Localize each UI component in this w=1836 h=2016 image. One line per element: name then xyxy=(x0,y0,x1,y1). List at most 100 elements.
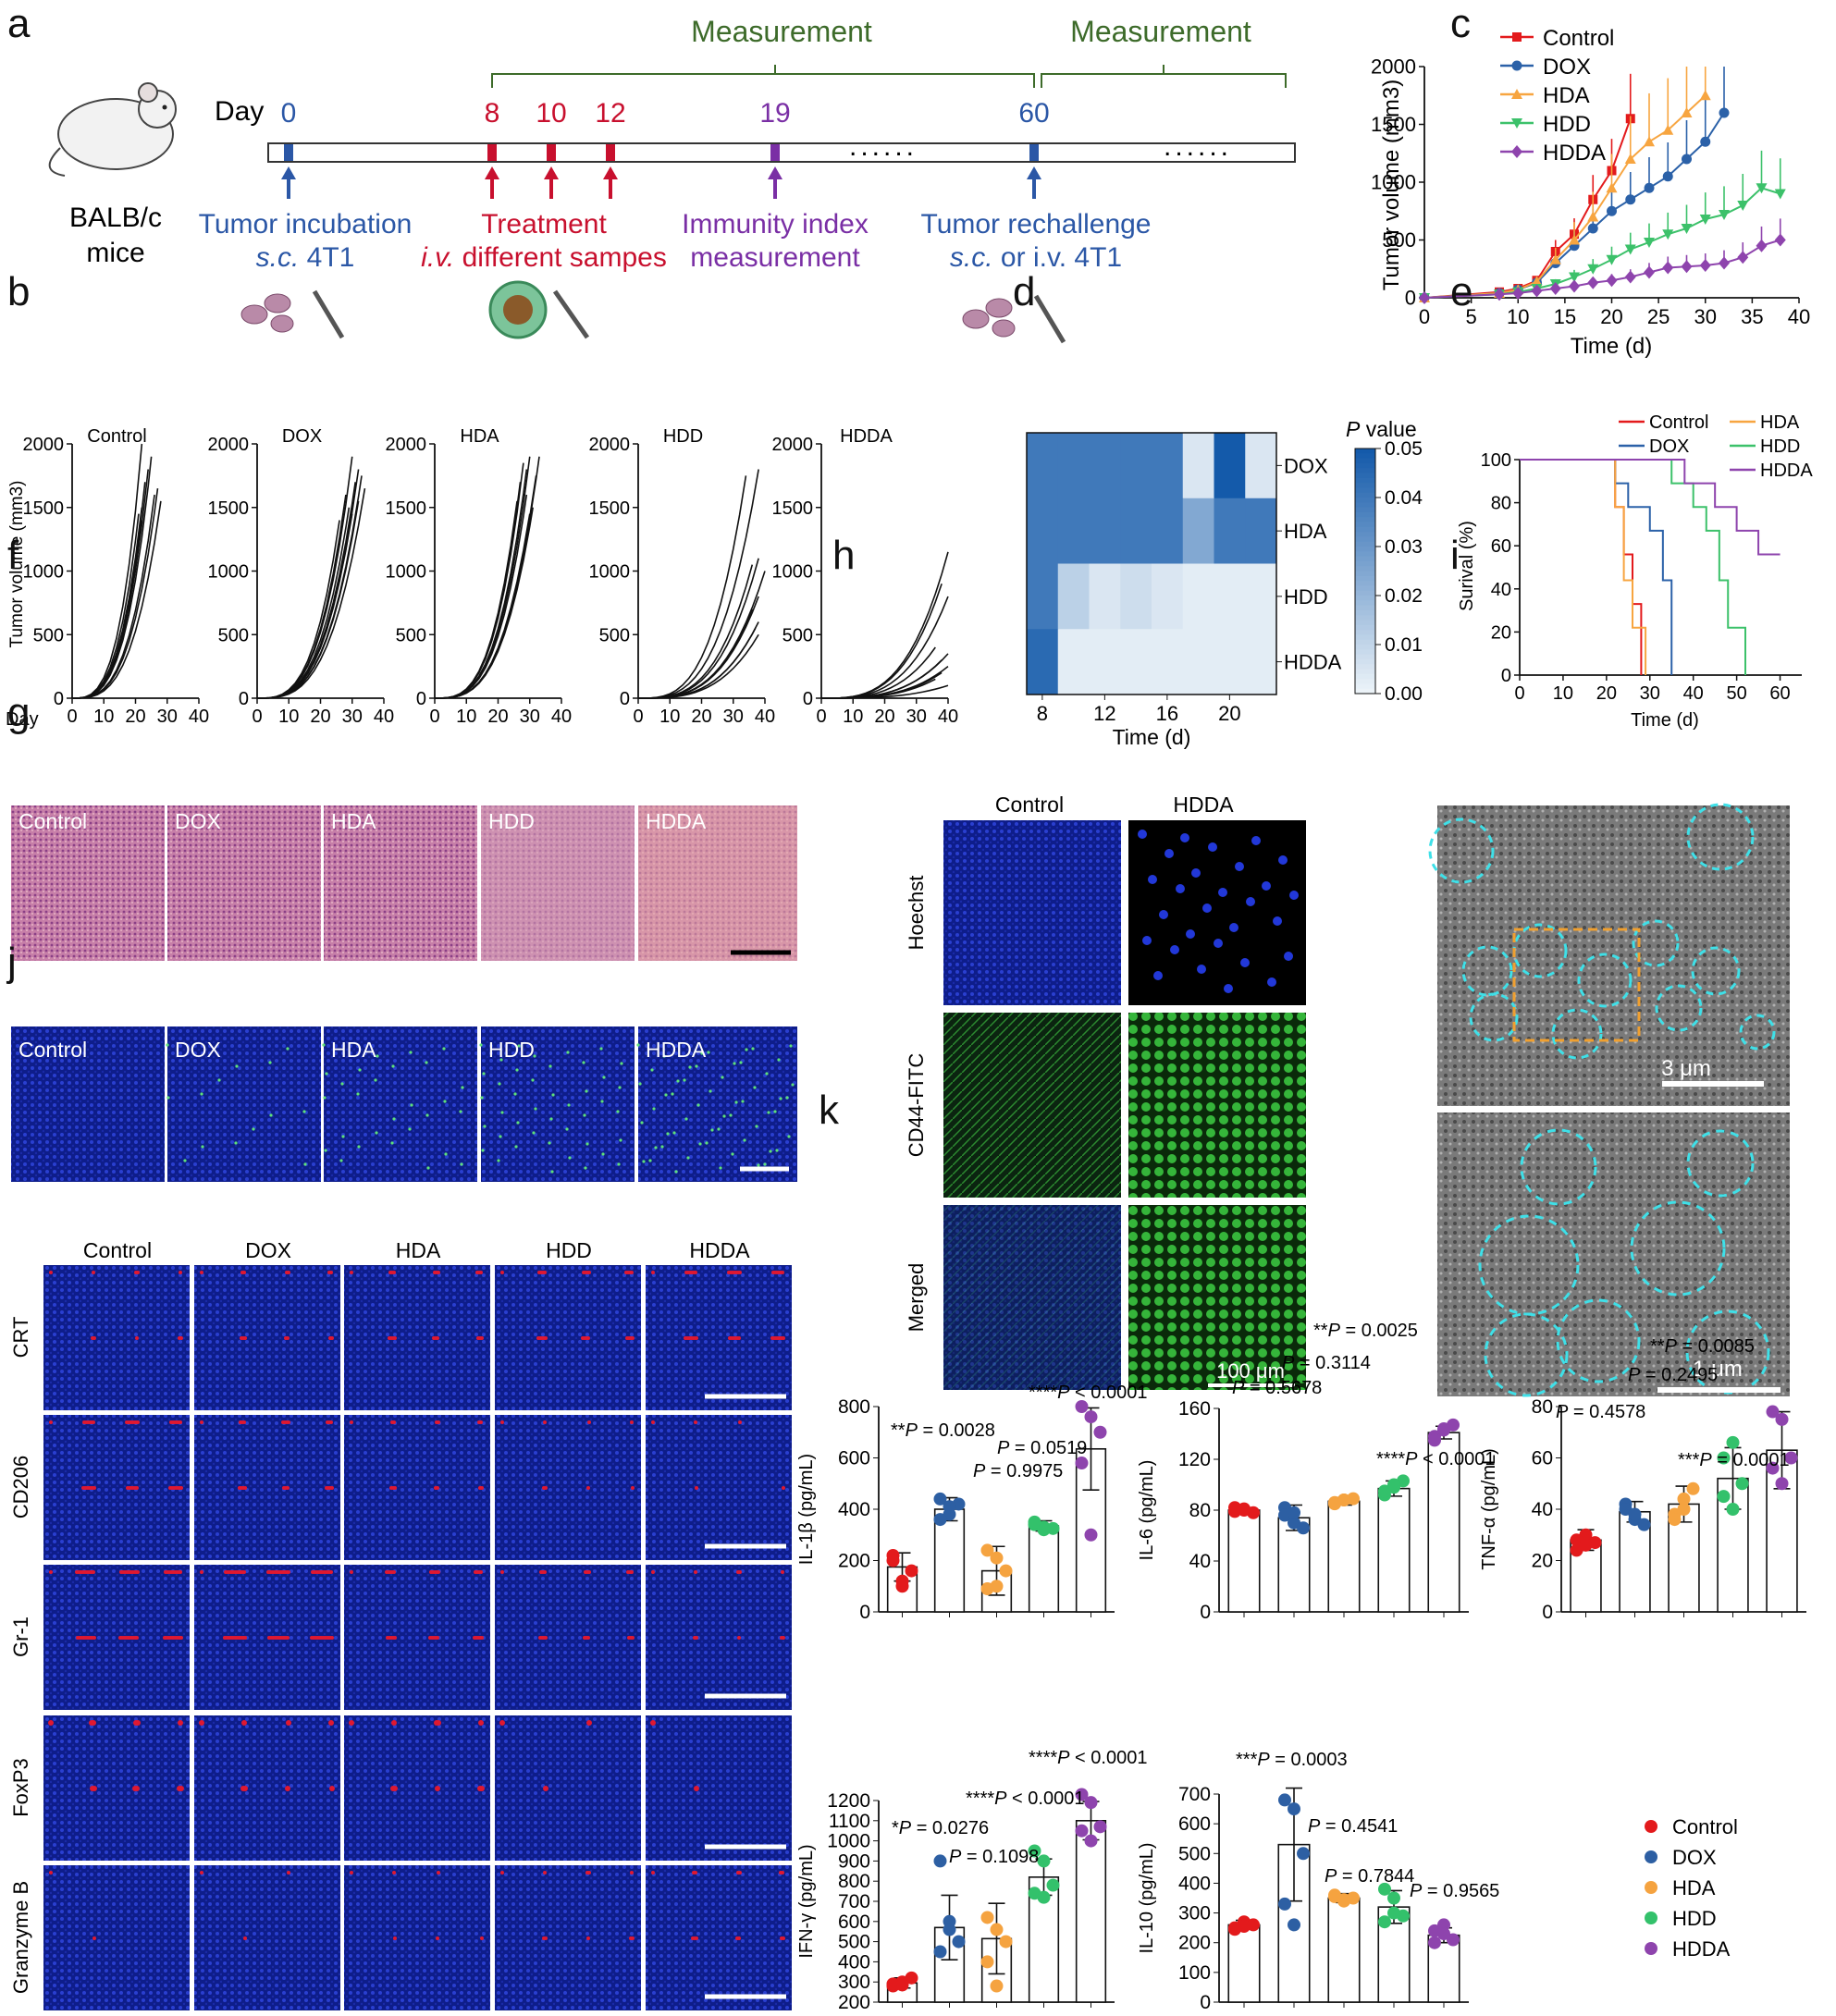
red-dot xyxy=(310,1636,314,1640)
h-row-hoechst: Hoechst xyxy=(905,876,928,951)
green-dot xyxy=(392,1117,396,1121)
arrow-head-icon xyxy=(485,166,499,179)
x-tick-label: 30 xyxy=(723,707,744,727)
red-dot xyxy=(695,1486,698,1490)
panel-label-e: e xyxy=(1450,269,1472,314)
data-point xyxy=(1682,154,1692,165)
red-dot xyxy=(477,1420,481,1424)
k-legend-hdd: HDD xyxy=(1672,1907,1717,1930)
tumor-curve xyxy=(71,507,143,699)
cb-title-rest: value xyxy=(1360,417,1416,441)
tumor-curve xyxy=(637,475,747,699)
red-dot xyxy=(82,1420,86,1424)
c-ylabel-text: Tumor volume (mm3) xyxy=(1379,80,1404,290)
p-value-annotation: ****P < 0.0001 xyxy=(966,1789,1084,1809)
green-dot xyxy=(652,1107,656,1111)
data-point xyxy=(1700,136,1711,147)
red-dot xyxy=(436,1936,439,1940)
green-dot xyxy=(674,1170,678,1174)
green-dot xyxy=(584,1166,587,1170)
green-dot xyxy=(517,1044,521,1048)
y-tick-label: 2000 xyxy=(772,435,814,455)
data-point-hdda xyxy=(1084,1410,1098,1424)
y-tick-label: 1000 xyxy=(589,562,631,583)
red-dot xyxy=(266,1570,270,1574)
p-value-annotation: ***P = 0.0003 xyxy=(1236,1750,1348,1770)
colorbar-step xyxy=(1355,487,1375,494)
stars: **** xyxy=(966,1789,994,1809)
mice-label-1: BALB/c xyxy=(69,203,162,233)
green-dot xyxy=(217,1078,221,1082)
red-dot xyxy=(350,1420,353,1424)
data-point-hda xyxy=(990,1979,1004,1993)
x-tick-label: 30 xyxy=(1694,305,1717,328)
heat-cell xyxy=(1027,498,1059,564)
data-point-dox xyxy=(1288,1506,1300,1519)
data-point xyxy=(1681,107,1693,117)
y-tick-label: 1000 xyxy=(827,1831,870,1852)
legend-marker-control xyxy=(1645,1820,1657,1833)
x-tick-label: 35 xyxy=(1741,305,1763,328)
data-point-hdda xyxy=(1775,1412,1789,1426)
day-marker-60 xyxy=(1029,144,1039,161)
k-ylabel: IL-10 (pg/mL) xyxy=(1137,1842,1157,1953)
y-tick-label: 300 xyxy=(838,1972,870,1993)
colorbar-step xyxy=(1355,609,1375,616)
red-dot xyxy=(132,1786,138,1791)
f-label-dox: DOX xyxy=(175,809,221,833)
colorbar-step xyxy=(1355,462,1375,469)
rest: = 0.0519 xyxy=(1009,1438,1087,1458)
data-point-hdda xyxy=(1093,1425,1107,1439)
red-dot xyxy=(350,1271,353,1274)
p-value-annotation: ****P < 0.0001 xyxy=(1376,1449,1495,1469)
nucleus-dot xyxy=(1176,884,1185,893)
red-dot xyxy=(474,1570,477,1574)
bar-hdd xyxy=(1377,1487,1411,1613)
red-dot xyxy=(311,1570,314,1574)
j-image-granzyme-b-4 xyxy=(646,1865,792,2010)
green-dot xyxy=(376,1054,379,1058)
bracket-2 xyxy=(1041,73,1287,88)
red-dot xyxy=(388,1271,392,1274)
colorbar-step xyxy=(1355,615,1375,621)
green-dot xyxy=(599,1047,603,1051)
heat-cell xyxy=(1057,629,1090,695)
nucleus-dot xyxy=(1148,875,1157,884)
red-dot xyxy=(630,1420,634,1424)
rest: = 0.3114 xyxy=(1294,1353,1370,1373)
heat-cell xyxy=(1245,433,1277,499)
day-12: 12 xyxy=(595,98,625,129)
data-point xyxy=(1662,229,1674,240)
bar-dox xyxy=(1619,1510,1651,1613)
red-dot xyxy=(781,1570,784,1574)
data-point xyxy=(1644,238,1655,248)
red-dot xyxy=(691,1936,695,1940)
b-subplot-dox: 0 10 20 30 40 0 500 1000 1500 2000 DOX xyxy=(208,426,395,727)
y-tick-label: 2000 xyxy=(589,435,631,455)
data-point xyxy=(1606,182,1618,193)
data-point xyxy=(1512,32,1522,42)
green-dot xyxy=(200,1092,203,1096)
legend-hda: HDA xyxy=(1760,412,1800,433)
green-dot xyxy=(619,1138,622,1142)
rest: = 0.0276 xyxy=(911,1818,989,1838)
green-dot xyxy=(620,1062,623,1065)
i-scale-top-label: 3 μm xyxy=(1661,1056,1711,1081)
data-point-dox xyxy=(933,1513,947,1527)
green-dot xyxy=(548,1064,552,1068)
green-dot xyxy=(499,1135,502,1138)
tumor-curve xyxy=(256,520,340,699)
bar-dox xyxy=(933,1508,966,1613)
nucleus-dot xyxy=(1180,833,1189,842)
cb-tick-label: 0.01 xyxy=(1385,634,1423,656)
tumor-curve xyxy=(434,469,528,699)
data-point-hdd xyxy=(1046,1878,1060,1892)
survival-line-hdda xyxy=(1520,459,1781,556)
red-dot xyxy=(771,1271,775,1274)
heat-cell xyxy=(1120,498,1152,564)
red-dot xyxy=(391,1720,397,1726)
data-point xyxy=(1662,124,1674,135)
green-dot xyxy=(442,1047,446,1051)
colorbar-step xyxy=(1355,498,1375,503)
